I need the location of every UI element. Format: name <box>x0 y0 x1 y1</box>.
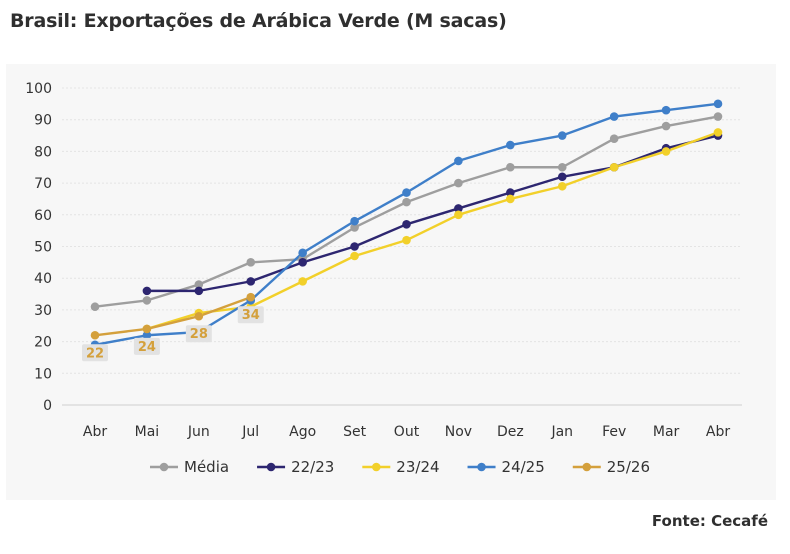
series-line <box>146 134 719 293</box>
data-point <box>350 242 359 251</box>
data-point <box>609 134 619 144</box>
data-point <box>246 258 256 267</box>
data-point <box>557 172 567 182</box>
legend-swatch-marker <box>159 462 169 472</box>
x-tick-label: Mar <box>653 424 680 440</box>
data-point <box>194 286 204 296</box>
y-tick-label: 30 <box>34 303 52 319</box>
source-note: Fonte: Cecafé <box>651 512 768 530</box>
legend-swatch-marker <box>266 462 276 472</box>
x-tick-label: Abr <box>706 424 730 440</box>
y-tick-label: 50 <box>34 240 52 256</box>
data-point <box>609 112 619 121</box>
data-point <box>90 302 100 312</box>
data-point <box>350 251 359 261</box>
legend-label: Média <box>184 458 229 476</box>
data-point <box>402 188 411 197</box>
data-labels: 22 24 28 34 <box>82 306 264 362</box>
data-point <box>557 131 567 140</box>
y-axis-ticks: 0 10 20 30 40 50 60 70 80 90 100 <box>25 81 52 414</box>
x-tick-label: Nov <box>445 424 472 440</box>
legend: Média 22/23 23/24 24/25 25/26 <box>150 458 650 476</box>
data-point <box>142 330 152 340</box>
series-points <box>90 99 723 350</box>
y-tick-label: 60 <box>34 208 52 224</box>
data-label: 22 <box>86 346 104 361</box>
data-label-bg <box>82 344 108 362</box>
data-point <box>246 277 256 286</box>
legend-swatch-marker <box>582 462 592 472</box>
x-tick-label: Fev <box>602 424 626 440</box>
y-tick-label: 80 <box>34 144 52 160</box>
legend-label: 25/26 <box>607 458 650 476</box>
y-tick-label: 0 <box>43 398 52 414</box>
data-point <box>609 162 619 172</box>
data-point <box>713 128 723 137</box>
legend-label: 22/23 <box>291 458 334 476</box>
data-label-bg <box>185 325 212 343</box>
data-point <box>661 121 671 131</box>
data-point <box>557 181 567 191</box>
gridlines <box>62 87 742 406</box>
y-tick-label: 90 <box>34 113 52 129</box>
legend-swatch-marker <box>371 462 381 472</box>
legend-label: 24/25 <box>502 458 545 476</box>
data-point <box>713 112 723 121</box>
y-tick-label: 100 <box>25 81 52 97</box>
data-point <box>661 105 671 115</box>
data-point <box>454 210 463 220</box>
x-axis-ticks: Abr Mai Jun Jul Ago Set Out Nov Dez Jan Fev Mar Abr <box>83 424 730 440</box>
data-point <box>402 220 411 229</box>
data-point <box>506 140 515 150</box>
data-point <box>454 156 463 166</box>
x-tick-label: Jun <box>187 424 210 440</box>
data-point <box>90 330 100 340</box>
y-tick-label: 10 <box>34 366 52 382</box>
data-point <box>402 197 411 207</box>
x-tick-label: Jan <box>550 424 573 440</box>
data-point <box>506 188 515 197</box>
data-point <box>402 235 411 245</box>
data-point <box>454 204 463 213</box>
series-line <box>146 131 719 331</box>
legend-label: 23/24 <box>396 458 439 476</box>
data-point <box>142 286 152 296</box>
x-tick-label: Dez <box>497 424 524 440</box>
y-tick-label: 20 <box>34 335 52 351</box>
data-point <box>142 324 152 334</box>
x-tick-label: Jul <box>241 424 259 440</box>
data-point <box>506 194 515 204</box>
y-tick-label: 70 <box>34 176 52 192</box>
data-point <box>298 277 307 286</box>
x-tick-label: Ago <box>289 424 316 440</box>
data-label: 28 <box>190 327 208 342</box>
data-point <box>194 280 204 289</box>
data-point <box>454 178 463 188</box>
x-tick-label: Set <box>343 424 367 440</box>
data-point <box>506 162 515 172</box>
data-point <box>713 99 723 109</box>
data-point <box>142 296 152 305</box>
data-point <box>194 311 204 321</box>
x-tick-label: Mai <box>135 424 160 440</box>
data-point <box>298 248 307 258</box>
chart-title: Brasil: Exportações de Arábica Verde (M … <box>10 10 507 32</box>
chart-panel <box>6 64 776 500</box>
series-line <box>94 296 252 337</box>
x-tick-label: Abr <box>83 424 107 440</box>
legend-swatch-marker <box>477 462 486 472</box>
y-tick-label: 40 <box>34 271 52 287</box>
data-point <box>350 216 359 226</box>
data-point <box>246 292 256 302</box>
data-label-bg <box>133 337 160 355</box>
x-tick-label: Out <box>394 424 420 440</box>
data-point <box>350 223 359 232</box>
data-label-bg <box>237 306 264 324</box>
data-point <box>557 162 567 172</box>
data-point <box>298 258 307 267</box>
data-label: 34 <box>242 308 260 323</box>
data-label: 24 <box>138 340 156 355</box>
data-point <box>661 147 671 156</box>
